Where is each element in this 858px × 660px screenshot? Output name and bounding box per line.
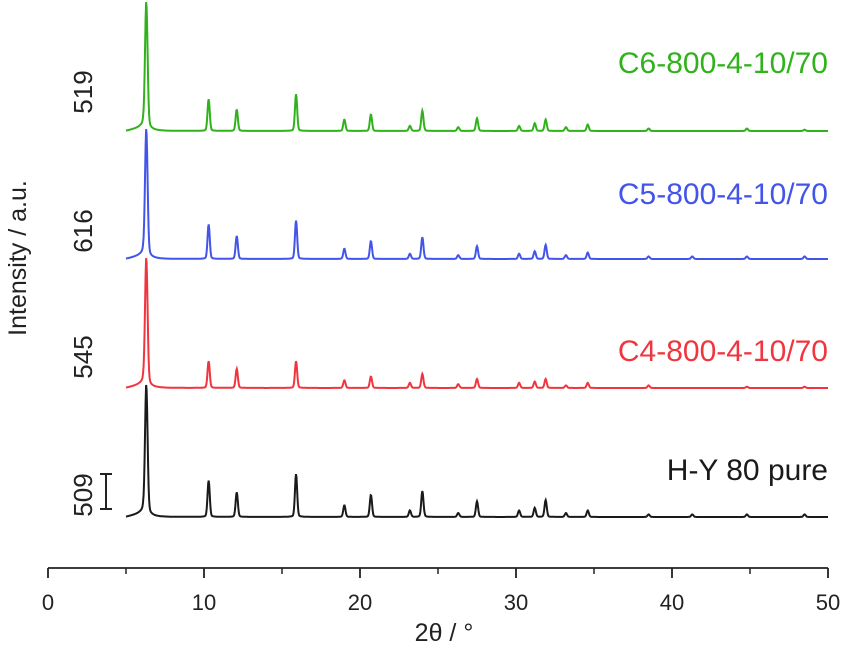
x-tick-label: 30 xyxy=(504,590,528,615)
series-name-label: C5-800-4-10/70 xyxy=(618,178,828,211)
intensity-label: 509 xyxy=(68,473,98,516)
intensity-label: 519 xyxy=(68,70,98,113)
series-name-label: C6-800-4-10/70 xyxy=(618,47,828,80)
intensity-label: 616 xyxy=(68,209,98,252)
x-tick-group: 0 10 20 30 40 50 xyxy=(42,568,840,615)
x-tick-label: 40 xyxy=(660,590,684,615)
series-line xyxy=(125,257,828,389)
traces-group xyxy=(125,1,828,518)
x-axis-label: 2θ / ° xyxy=(415,619,474,647)
y-axis-label: Intensity / a.u. xyxy=(4,180,32,336)
x-tick-label: 0 xyxy=(42,590,54,615)
series-line xyxy=(125,128,828,260)
series-line xyxy=(125,384,828,518)
scale-bar xyxy=(100,473,112,510)
x-tick-label: 10 xyxy=(192,590,216,615)
series-labels-group: H-Y 80 pure 509 C4-800-4-10/70 545 C5-800-4-… xyxy=(68,47,828,517)
series-name-label: H-Y 80 pure xyxy=(667,454,828,487)
x-tick-label: 50 xyxy=(816,590,840,615)
intensity-label: 545 xyxy=(68,335,98,378)
x-axis: 0 10 20 30 40 50 xyxy=(42,567,840,615)
x-tick-label: 20 xyxy=(348,590,372,615)
series-name-label: C4-800-4-10/70 xyxy=(618,335,828,368)
series-line xyxy=(125,1,828,132)
